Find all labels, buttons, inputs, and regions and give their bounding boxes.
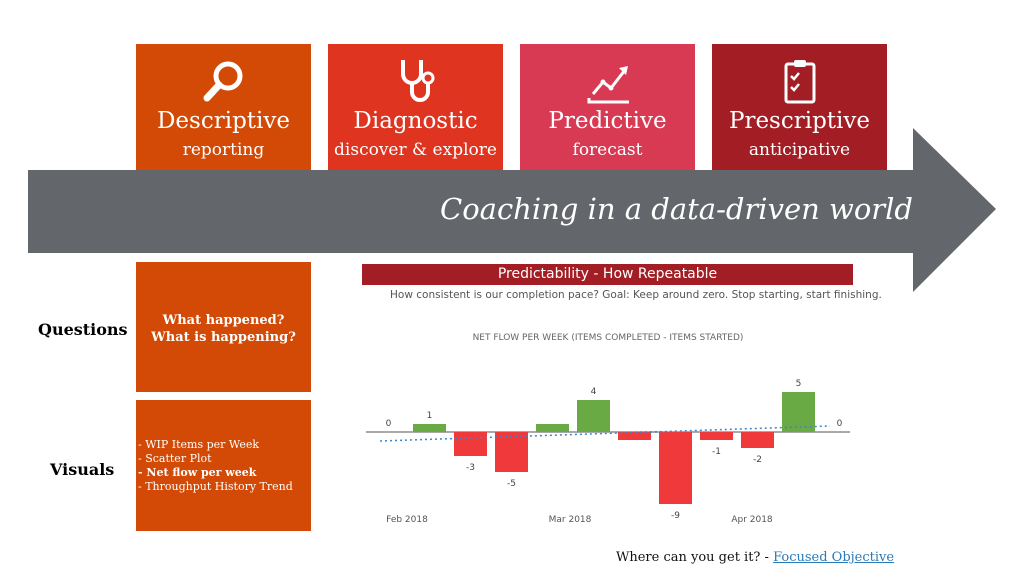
footer: Where can you get it? - Focused Objectiv…: [616, 550, 894, 565]
data-label: 0: [837, 419, 843, 429]
x-tick-label: Mar 2018: [549, 515, 592, 525]
tile-prescriptive: Prescriptive anticipative: [712, 44, 887, 170]
tile-subtitle: discover & explore: [334, 140, 497, 160]
trend-line: [379, 425, 831, 442]
data-label: 5: [796, 379, 802, 389]
stethoscope-icon: [400, 60, 434, 102]
bar: [454, 432, 487, 456]
data-label: -1: [712, 447, 721, 457]
bar: [495, 432, 528, 472]
bar: [741, 432, 774, 448]
data-label: 4: [591, 387, 597, 397]
analytics-arrow: [28, 128, 996, 292]
tile-descriptive: Descriptive reporting: [136, 44, 311, 170]
tile-title: Descriptive: [156, 108, 290, 134]
chart-title: NET FLOW PER WEEK (ITEMS COMPLETED - ITE…: [473, 333, 744, 343]
data-label: 0: [386, 419, 392, 429]
bar: [413, 424, 446, 432]
footer-prefix: Where can you get it? -: [616, 550, 774, 565]
visuals-label: Visuals: [50, 460, 115, 479]
tile-predictive: Predictive forecast: [520, 44, 695, 170]
net-flow-chart: NET FLOW PER WEEK (ITEMS COMPLETED - ITE…: [366, 333, 850, 525]
x-tick-label: Feb 2018: [386, 515, 428, 525]
visual-item: - Net flow per week: [138, 466, 257, 479]
bar: [700, 432, 733, 440]
tile-title: Diagnostic: [353, 108, 478, 134]
data-label: -9: [671, 511, 680, 521]
data-label: -3: [466, 463, 475, 473]
data-label: -2: [753, 455, 762, 465]
question-line-1: What happened?: [162, 313, 285, 328]
tile-subtitle: anticipative: [748, 140, 851, 160]
arrow-title: Coaching in a data-driven world: [440, 192, 913, 226]
bar: [618, 432, 651, 440]
question-line-2: What is happening?: [151, 330, 296, 345]
visual-item: - Scatter Plot: [138, 452, 212, 465]
tile-title: Prescriptive: [728, 108, 871, 134]
x-tick-label: Apr 2018: [731, 515, 773, 525]
tile-subtitle: reporting: [182, 140, 265, 160]
questions-label: Questions: [38, 320, 128, 339]
magnifier-icon: [203, 61, 242, 102]
tile-title: Predictive: [548, 108, 667, 134]
visuals-box: - WIP Items per Week - Scatter Plot - Ne…: [136, 400, 311, 531]
arrow-shape: [28, 128, 996, 292]
questions-box: What happened? What is happening?: [136, 262, 311, 392]
bar: [659, 432, 692, 504]
bar: [782, 392, 815, 432]
clipboard-checklist-icon: [784, 60, 815, 104]
trend-chart-icon: [587, 66, 629, 104]
visual-item: - WIP Items per Week: [138, 438, 260, 451]
tile-diagnostic: Diagnostic discover & explore: [328, 44, 503, 170]
panel-header: Predictability - How Repeatable: [362, 264, 853, 285]
visual-item: - Throughput History Trend: [138, 480, 293, 493]
tile-subtitle: forecast: [572, 140, 643, 160]
panel-subheader: How consistent is our completion pace? G…: [390, 289, 882, 301]
bar: [536, 424, 569, 432]
data-label: -5: [507, 479, 516, 489]
focused-objective-link[interactable]: Focused Objective: [773, 550, 895, 565]
data-label: 1: [427, 411, 433, 421]
bar: [577, 400, 610, 432]
